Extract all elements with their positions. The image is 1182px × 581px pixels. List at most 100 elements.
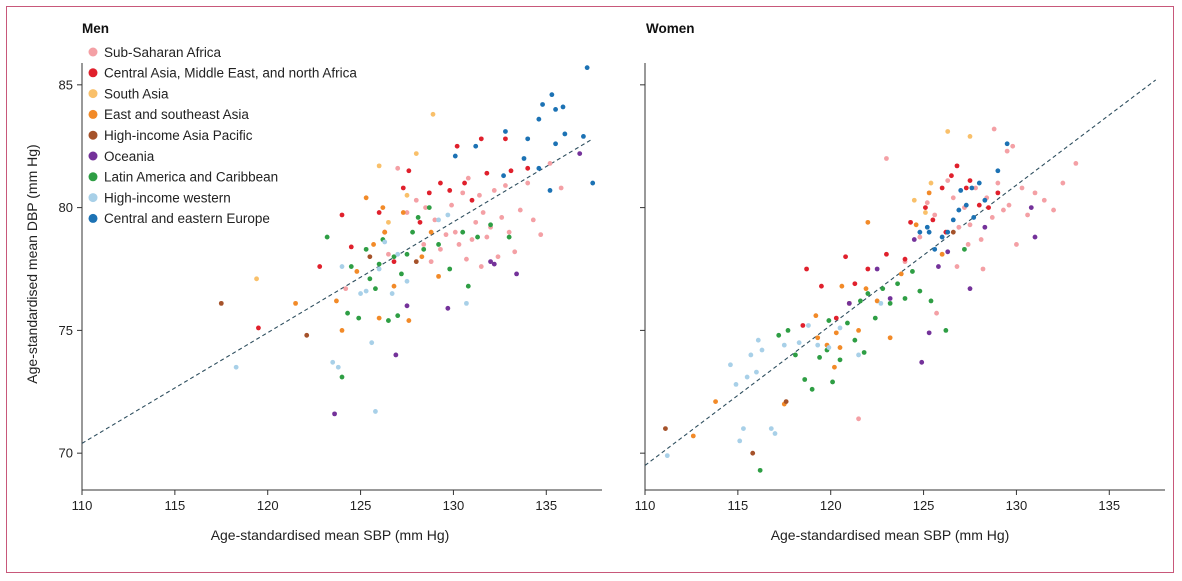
women-data-point: [1004, 148, 1010, 154]
women-data-point: [830, 379, 835, 385]
women-x-tick-label: 115: [727, 498, 748, 513]
women-data-point: [748, 352, 754, 358]
women-data-point: [917, 288, 923, 294]
women-data-point: [991, 126, 997, 132]
women-data-point: [809, 386, 815, 392]
men-data-point: [465, 175, 471, 181]
men-data-point: [404, 303, 410, 309]
women-x-tick-label: 135: [1098, 498, 1120, 513]
figure-frame: [6, 6, 1174, 573]
women-data-point: [932, 212, 938, 218]
women-data-point: [800, 323, 806, 328]
men-data-point: [413, 197, 419, 203]
men-data-point: [488, 259, 493, 265]
women-data-point: [969, 185, 975, 191]
women-data-point: [817, 355, 822, 360]
men-data-point: [426, 205, 432, 211]
men-data-point: [410, 229, 415, 235]
women-data-point: [826, 345, 832, 350]
men-points: [218, 65, 596, 417]
men-data-point: [560, 104, 566, 110]
women-data-point: [934, 310, 939, 316]
women-data-point: [772, 431, 778, 436]
men-data-point: [553, 141, 558, 147]
women-data-point: [845, 320, 850, 326]
legend-marker: [88, 89, 98, 99]
women-data-point: [926, 229, 932, 235]
women-x-tick-label: 125: [913, 498, 935, 513]
men-data-point: [324, 234, 330, 240]
women-panel-title: Women: [646, 21, 695, 36]
women-data-point: [989, 215, 995, 220]
women-data-point: [884, 251, 889, 257]
men-data-point: [473, 219, 479, 225]
men-data-point: [536, 116, 542, 122]
women-data-point: [755, 337, 761, 343]
men-data-point: [443, 232, 449, 238]
men-panel-title: Men: [82, 21, 109, 36]
women-data-point: [965, 242, 971, 247]
men-data-point: [256, 325, 261, 331]
women-data-point: [954, 163, 960, 169]
men-data-point: [371, 242, 376, 247]
men-data-point: [452, 229, 458, 235]
women-data-point: [945, 229, 951, 235]
legend-label: Oceania: [104, 149, 155, 164]
women-fit-line: [644, 79, 1157, 466]
women-data-point: [954, 264, 960, 269]
women-data-point: [932, 246, 938, 252]
men-data-point: [369, 340, 375, 346]
men-fit-line-group: [81, 138, 593, 444]
men-data-point: [506, 229, 512, 235]
men-data-point: [423, 205, 428, 211]
men-data-point: [345, 310, 350, 316]
women-ticks: 110 115 120 125 130 135: [635, 63, 1165, 513]
men-data-point: [218, 300, 224, 306]
men-data-point: [538, 232, 544, 238]
men-data-point: [404, 278, 410, 284]
men-x-axis-title: Age-standardised mean SBP (mm Hg): [211, 527, 450, 543]
men-data-point: [376, 261, 382, 267]
women-data-point: [826, 318, 832, 323]
men-data-point: [456, 242, 462, 247]
women-data-point: [986, 205, 991, 211]
men-data-point: [428, 229, 434, 235]
men-data-point: [484, 170, 490, 176]
women-data-point: [804, 266, 809, 272]
men-ticks: 110 115 120 125 130 135 70 75 80 85: [59, 63, 602, 513]
women-data-point: [967, 286, 973, 292]
women-data-point: [837, 325, 843, 331]
legend-label: High-income Asia Pacific: [104, 128, 253, 143]
women-data-point: [664, 453, 670, 459]
men-data-point: [584, 65, 590, 71]
women-data-point: [923, 210, 928, 215]
men-data-point: [293, 300, 298, 306]
men-data-point: [478, 264, 484, 269]
men-data-point: [553, 106, 558, 112]
women-data-point: [744, 374, 750, 380]
men-data-point: [356, 315, 362, 321]
men-data-point: [547, 161, 553, 166]
men-data-point: [438, 180, 443, 186]
men-data-point: [590, 180, 596, 186]
women-data-point: [928, 298, 934, 304]
men-data-point: [525, 180, 531, 186]
women-data-point: [833, 330, 839, 336]
women-data-point: [1051, 207, 1056, 213]
women-x-tick-label: 110: [635, 498, 656, 513]
men-data-point: [330, 359, 336, 365]
women-data-point: [902, 296, 908, 301]
men-x-tick-label: 120: [257, 498, 279, 513]
men-data-point: [436, 273, 441, 279]
legend-marker: [88, 47, 98, 57]
men-data-point: [335, 364, 341, 370]
men-data-point: [363, 288, 369, 294]
men-panel: Men Age-standardised mean DBP (mm Hg) Ag…: [24, 21, 602, 543]
women-data-point: [1001, 207, 1006, 213]
women-data-point: [690, 433, 696, 439]
women-data-point: [785, 327, 791, 333]
women-data-point: [950, 229, 956, 235]
women-data-point: [971, 215, 977, 220]
women-data-point: [852, 337, 858, 343]
women-data-point: [846, 300, 852, 306]
